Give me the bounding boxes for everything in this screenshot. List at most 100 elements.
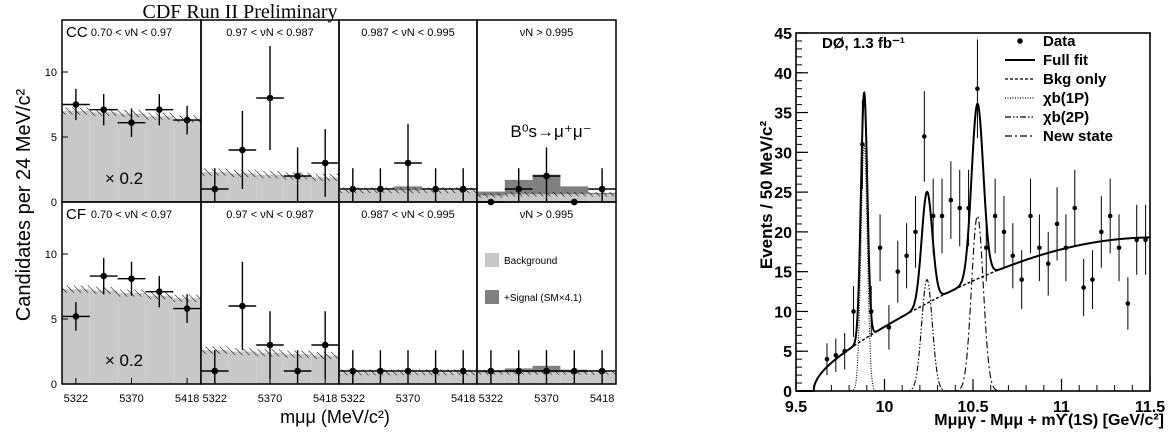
data-point — [432, 367, 439, 375]
x-tick-label: 5322 — [203, 393, 227, 405]
x-tick-label: 5370 — [119, 393, 143, 405]
y-tick-label: 10 — [774, 304, 792, 321]
legend-label-background: Background — [504, 256, 557, 267]
uncertainty-band — [477, 193, 505, 198]
cdf-panel-cc-4: νN > 0.995 B⁰s→μ⁺μ⁻ — [476, 19, 617, 206]
legend-label-signal: +Signal (SM×4.1) — [504, 293, 582, 304]
background-bar — [89, 290, 118, 384]
data-point — [1134, 237, 1140, 243]
data-point — [211, 185, 219, 193]
data-point — [1099, 229, 1104, 235]
data-point — [1125, 301, 1131, 306]
panel-bin-label: 0.97 < νN < 0.987 — [226, 209, 313, 221]
cdf-panel-cc-2: 0.97 < νN < 0.987 — [200, 19, 340, 203]
x-tick-label: 9.5 — [785, 399, 807, 416]
data-point — [321, 341, 329, 349]
data-point — [895, 269, 901, 274]
decay-label: B⁰s→μ⁺μ⁻ — [510, 122, 591, 141]
data-point — [377, 367, 384, 375]
data-point — [939, 213, 945, 219]
uncertainty-band — [228, 347, 257, 356]
data-point — [922, 134, 927, 139]
data-point — [571, 367, 578, 375]
data-point — [1081, 285, 1086, 290]
d0-x-axis-label: Mμμγ - Mμμ + mϒ(1S) [GeV/c²] — [934, 412, 1164, 429]
y-tick-label: 5 — [51, 314, 57, 326]
panel-bin-label: νN > 0.995 — [520, 209, 574, 221]
data-point — [860, 142, 865, 147]
data-point — [1116, 245, 1122, 251]
y-tick-label: 40 — [774, 66, 792, 83]
d0-chart: 9.5 10 10.5 11 11.5 0 5 10 15 20 25 30 35 40 45 DØ, 1.… — [757, 26, 1165, 429]
cdf-panel-cf-3: 0.987 < νN < 0.995 5322 5370 5418 — [338, 201, 478, 405]
data-point — [904, 253, 909, 259]
y-tick-label: 30 — [774, 145, 792, 162]
background-bar — [145, 295, 174, 384]
chib-2p-curve — [796, 278, 1150, 392]
data-point — [1054, 221, 1060, 227]
y-tick-label: 25 — [774, 185, 792, 202]
x-tick-label: 5418 — [313, 393, 337, 405]
data-point — [1063, 245, 1069, 251]
data-point — [404, 367, 412, 375]
background-bar — [117, 293, 146, 384]
x-tick-label: 11.5 — [1135, 399, 1165, 416]
data-point — [266, 341, 274, 349]
data-point — [824, 356, 830, 362]
data-point — [377, 185, 384, 193]
data-point — [957, 205, 963, 211]
data-point — [156, 106, 163, 113]
legend-marker-data — [1017, 38, 1023, 44]
cdf-panel-cf-2: 0.97 < νN < 0.987 5322 5370 5418 — [200, 201, 340, 405]
x-tick-label: 10.5 — [957, 399, 988, 416]
y-tick-label: 15 — [774, 265, 792, 282]
cdf-panel-cf-4: νN > 0.995 Background +Signal (SM×4.1) 5322… — [476, 201, 617, 405]
data-point — [913, 229, 918, 235]
scale-note: × 0.2 — [105, 351, 143, 370]
data-point — [266, 94, 274, 102]
panel-bin-label: 0.97 < νN < 0.987 — [226, 27, 313, 39]
data-point — [183, 116, 191, 124]
data-point — [886, 325, 892, 330]
data-point — [459, 367, 467, 375]
x-tick-label: 11 — [1053, 399, 1070, 416]
y-tick-label: 10 — [45, 67, 57, 79]
y-tick-label: 5 — [51, 132, 57, 144]
data-point — [1010, 253, 1016, 259]
legend-label: χb(2P) — [1043, 109, 1089, 126]
x-tick-label: 5322 — [479, 393, 503, 405]
data-point — [515, 367, 522, 375]
x-tick-label: 10 — [876, 399, 894, 416]
y-tick-label: 0 — [51, 379, 57, 391]
data-point — [211, 367, 219, 375]
data-point — [1143, 237, 1148, 243]
cdf-y-axis-label: Candidates per 24 MeV/c² — [13, 88, 35, 321]
data-point — [183, 305, 191, 312]
data-point — [842, 348, 847, 354]
cdf-chart: CDF Run II Preliminary 0.70 < νN < 0.97C… — [13, 1, 617, 427]
panel-bin-label: νN > 0.995 — [520, 27, 574, 39]
x-tick-label: 5370 — [258, 393, 282, 405]
x-tick-label: 5322 — [64, 393, 88, 405]
background-bar — [145, 116, 174, 202]
panel-bin-label: 0.70 < νN < 0.97 — [91, 27, 172, 39]
x-tick-label: 5370 — [396, 393, 420, 405]
uncertainty-band — [256, 171, 284, 179]
data-point — [72, 313, 80, 320]
d0-experiment-label: DØ, 1.3 fb⁻¹ — [822, 35, 905, 52]
background-bar — [89, 112, 118, 202]
data-point — [1001, 229, 1007, 235]
legend-swatch-background — [485, 253, 499, 267]
data-point — [948, 197, 954, 203]
legend-label: New state — [1043, 128, 1113, 145]
y-tick-label: 20 — [774, 225, 792, 242]
data-point — [966, 205, 971, 211]
signal-bar — [560, 186, 589, 195]
legend-label: Data — [1043, 33, 1076, 50]
row-label: CC — [66, 24, 88, 41]
background-bar — [256, 174, 284, 202]
legend-label: Full fit — [1043, 52, 1088, 69]
data-point — [487, 367, 495, 375]
row-label: CF — [66, 206, 86, 223]
data-point — [975, 86, 980, 91]
